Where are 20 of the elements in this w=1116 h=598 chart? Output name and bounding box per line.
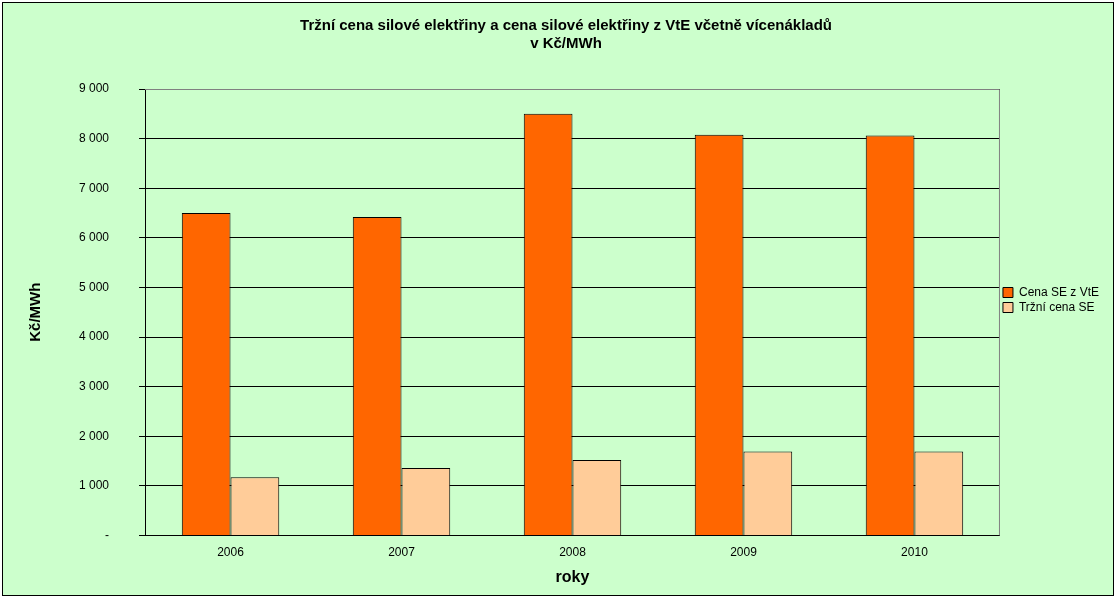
y-tick-label: 9 000 — [79, 81, 110, 96]
x-tick-label: 2009 — [730, 544, 758, 559]
y-tick-label: 5 000 — [79, 279, 110, 294]
y-tick-label: 7 000 — [79, 180, 110, 195]
y-axis-title: Kč/MWh — [26, 282, 44, 342]
y-tick-label: 2 000 — [79, 428, 110, 443]
y-tick-label: 6 000 — [79, 230, 110, 245]
chart-title: Tržní cena silové elektřiny a cena silové elektřiny z VtE včetně vícenákladů v Kč/MWh — [300, 16, 832, 52]
x-tick-label: 2007 — [388, 544, 416, 559]
x-tick-label: 2010 — [901, 544, 929, 559]
y-tick-label: 1 000 — [79, 478, 110, 493]
x-tick-label: 2006 — [217, 544, 245, 559]
legend-label: Cena SE z VtE — [1018, 284, 1100, 299]
x-tick-label: 2008 — [559, 544, 587, 559]
y-tick-label: 3 000 — [79, 378, 110, 393]
x-axis-title: roky — [555, 567, 590, 585]
y-tick-label: 4 000 — [79, 329, 110, 344]
y-tick-label: 8 000 — [79, 130, 110, 145]
legend-label: Tržní cena SE — [1018, 299, 1095, 314]
y-tick-label: - — [105, 527, 110, 542]
